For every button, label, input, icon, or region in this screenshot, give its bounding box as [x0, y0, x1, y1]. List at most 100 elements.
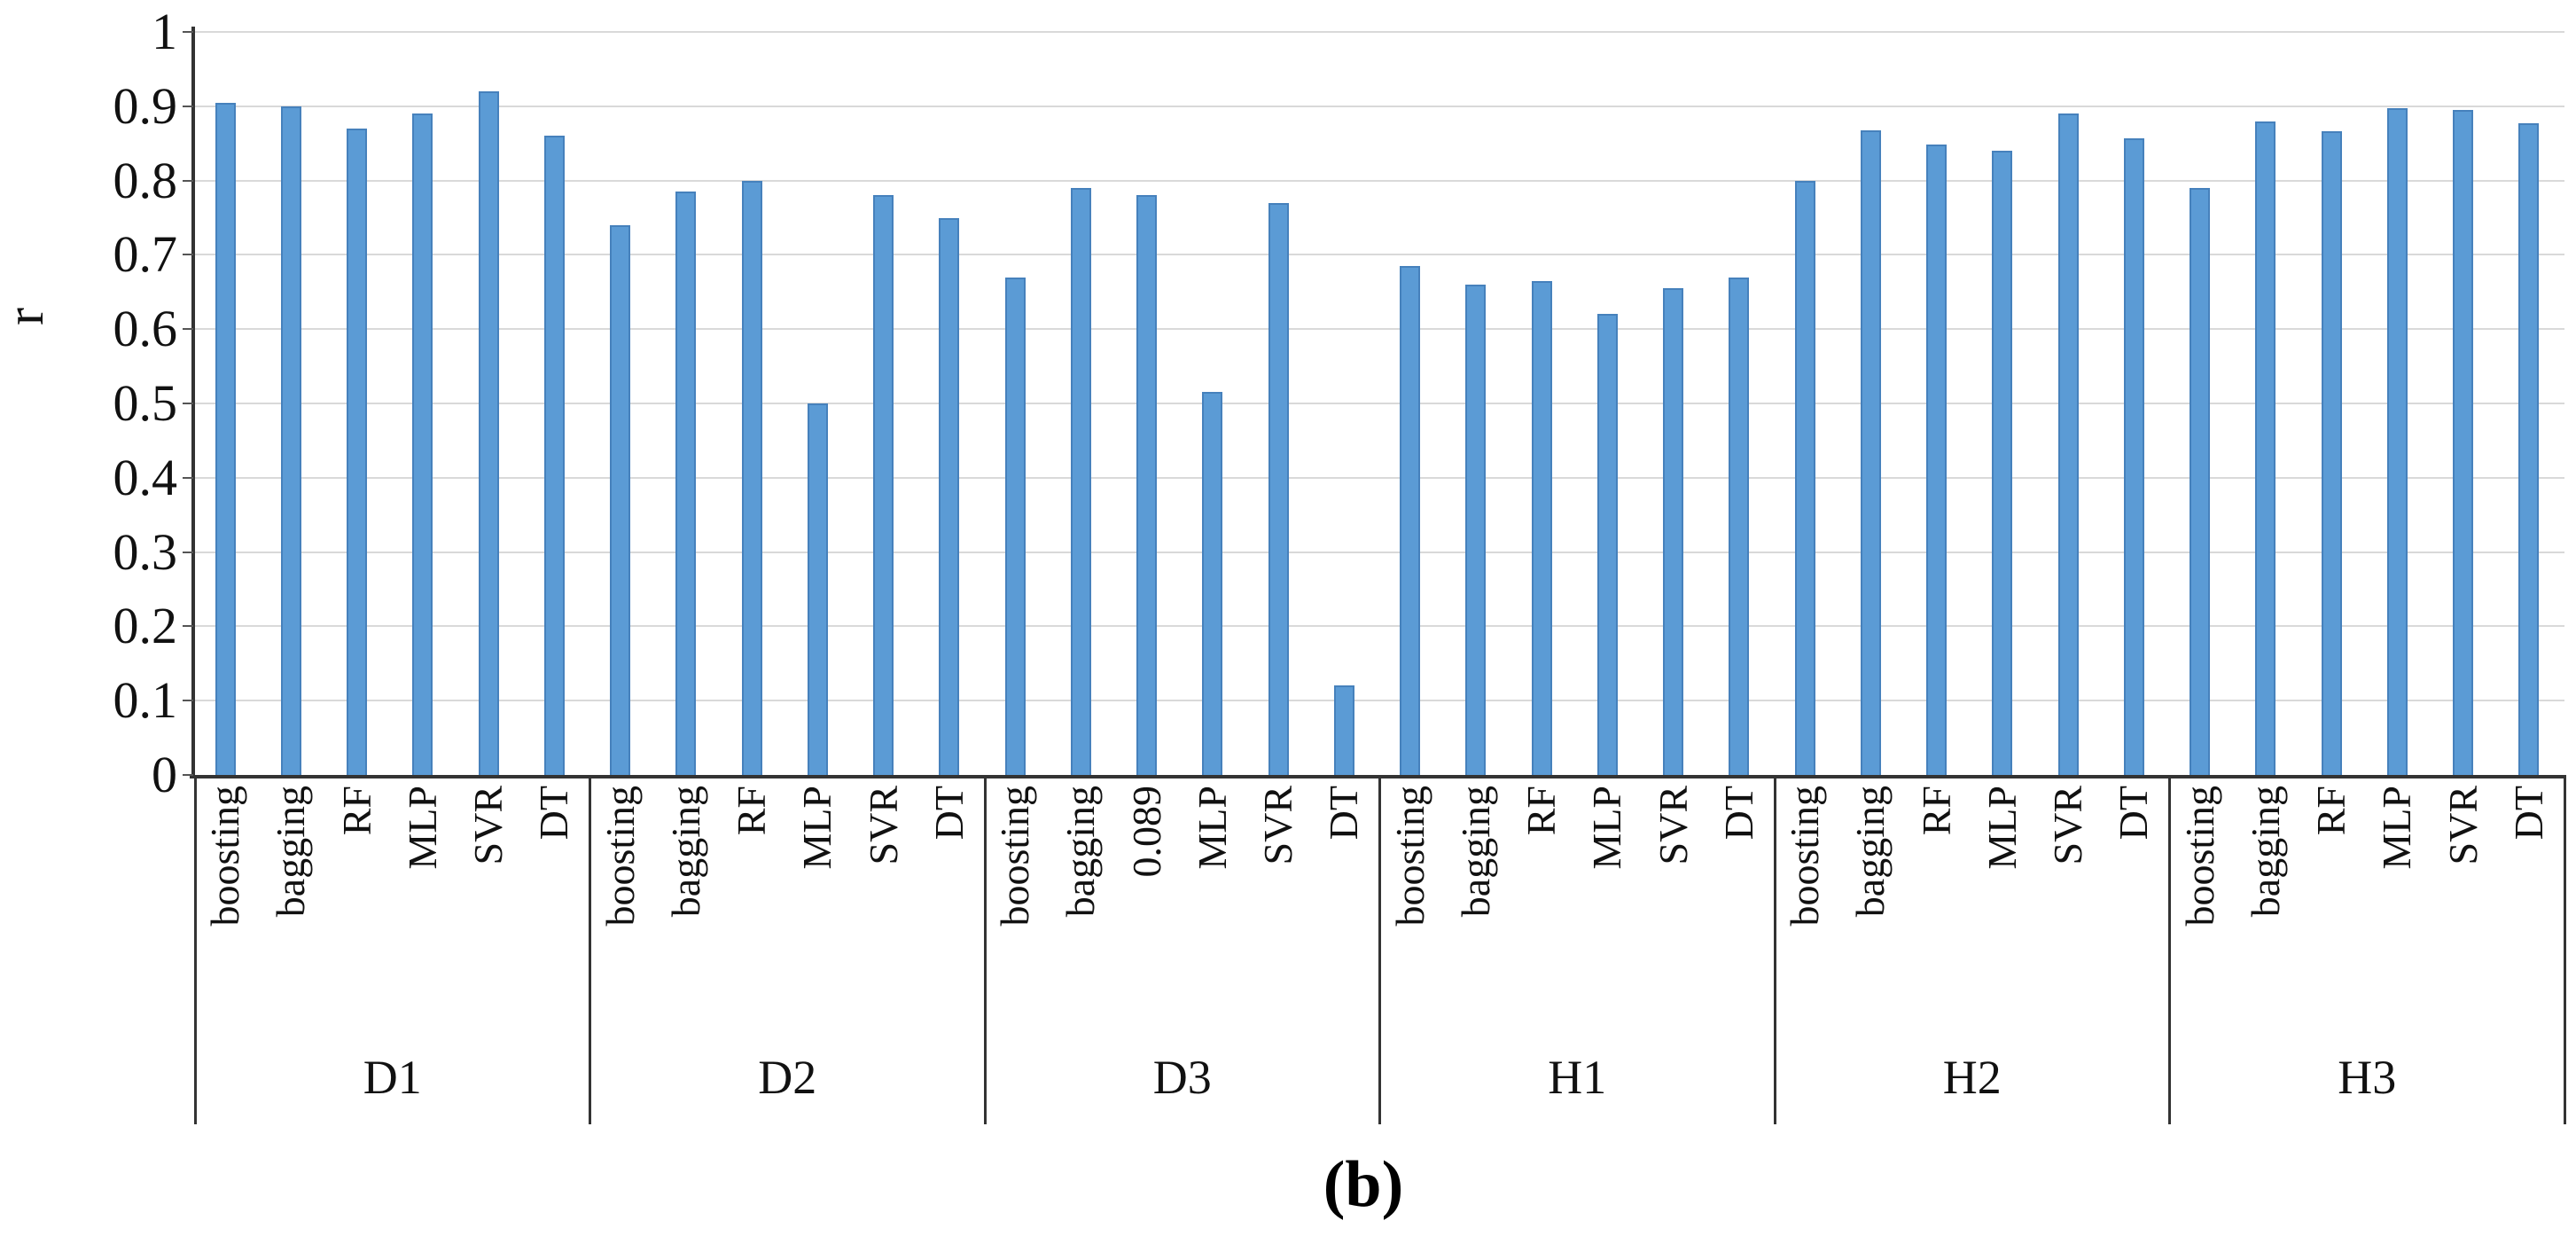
x-category-label: MLP — [794, 786, 840, 870]
x-axis-line — [190, 775, 2566, 778]
x-category-label: boosting — [1782, 786, 1828, 927]
gridline — [195, 625, 2564, 628]
gridline — [195, 476, 2564, 479]
bar-H1-bagging — [1465, 284, 1487, 775]
y-axis-tick — [183, 700, 193, 702]
bar-H3-RF — [2321, 131, 2342, 775]
y-tick-label: 0.8 — [113, 151, 178, 209]
x-category-label: bagging — [1058, 786, 1104, 918]
x-category-label: boosting — [2176, 786, 2222, 927]
x-category-label: DT — [1715, 786, 1761, 841]
bar-D2-bagging — [675, 192, 697, 775]
x-category-label: boosting — [202, 786, 248, 927]
bar-H1-boosting — [1400, 265, 1421, 775]
bar-D1-bagging — [280, 106, 301, 775]
bar-H1-MLP — [1596, 314, 1618, 775]
x-category-label: boosting — [597, 786, 643, 927]
y-tick-label: 0.6 — [113, 300, 178, 358]
x-category-label: MLP — [1189, 786, 1235, 870]
x-category-label: bagging — [1452, 786, 1498, 918]
x-category-label: SVR — [465, 786, 511, 865]
gridline — [195, 403, 2564, 404]
group-separator — [1378, 777, 1381, 1124]
gridline — [195, 700, 2564, 702]
group-separator — [1773, 777, 1776, 1124]
x-category-label: SVR — [1255, 786, 1301, 865]
x-category-label: SVR — [2439, 786, 2486, 865]
gridline — [195, 551, 2564, 553]
gridline — [195, 105, 2564, 107]
bar-D2-SVR — [873, 195, 894, 775]
plot-area — [195, 31, 2564, 775]
y-tick-label: 0.9 — [113, 76, 178, 135]
x-category-label: bagging — [268, 786, 314, 918]
x-category-label: MLP — [399, 786, 445, 870]
group-label-D3: D3 — [1152, 1051, 1212, 1104]
bar-D2-RF — [741, 180, 762, 775]
y-axis-tick — [183, 105, 193, 107]
x-category-label: SVR — [2045, 786, 2091, 865]
x-category-label: RF — [333, 786, 379, 836]
gridline — [195, 328, 2564, 331]
bar-D3-SVR — [1268, 202, 1289, 775]
y-tick-label: 0.1 — [113, 671, 178, 730]
x-category-label: MLP — [2374, 786, 2420, 870]
x-category-label: DT — [925, 786, 972, 841]
group-label-D2: D2 — [758, 1051, 817, 1104]
bar-D2-boosting — [610, 224, 631, 775]
x-category-label: MLP — [1979, 786, 2025, 870]
group-label-H3: H3 — [2338, 1051, 2397, 1104]
bar-H1-DT — [1729, 277, 1750, 775]
bar-D1-SVR — [478, 91, 499, 775]
x-category-label: SVR — [860, 786, 906, 865]
group-separator — [589, 777, 591, 1124]
gridline — [195, 31, 2564, 33]
gridline — [195, 254, 2564, 256]
gridline — [195, 179, 2564, 182]
x-category-label: DT — [531, 786, 577, 841]
x-category-label: RF — [1913, 786, 1959, 836]
group-separator — [2168, 777, 2171, 1124]
y-axis-tick — [183, 179, 193, 182]
bar-H3-SVR — [2453, 109, 2474, 775]
y-axis-tick — [183, 403, 193, 404]
y-tick-label: 1 — [152, 3, 177, 60]
x-category-label: boosting — [1386, 786, 1432, 927]
bar-H3-boosting — [2190, 187, 2211, 775]
bar-H2-boosting — [1794, 180, 1815, 775]
y-axis-tick — [183, 774, 193, 776]
x-category-label: RF — [1518, 786, 1565, 836]
x-category-label: DT — [2111, 786, 2157, 841]
bar-H3-DT — [2518, 123, 2540, 775]
bar-D1-boosting — [215, 102, 236, 775]
bar-D1-MLP — [412, 113, 433, 775]
y-tick-label: 0.7 — [113, 225, 178, 284]
bar-H2-SVR — [2057, 113, 2079, 775]
y-tick-label: 0.4 — [113, 448, 178, 506]
figure-caption: (b) — [1323, 1148, 1404, 1221]
y-tick-label: 0.5 — [113, 374, 178, 432]
bar-H3-bagging — [2255, 121, 2276, 775]
bar-D3-boosting — [1004, 277, 1026, 775]
bar-H1-SVR — [1663, 288, 1684, 775]
bar-D3-bagging — [1070, 187, 1091, 775]
x-category-label: 0.089 — [1123, 786, 1169, 878]
bar-D2-MLP — [807, 403, 828, 775]
y-tick-label: 0.2 — [113, 597, 178, 655]
bar-H2-bagging — [1860, 130, 1881, 775]
x-category-label: bagging — [2242, 786, 2288, 918]
x-category-label: bagging — [1847, 786, 1893, 918]
x-category-label: RF — [729, 786, 775, 836]
x-category-label: DT — [2505, 786, 2551, 841]
bar-H2-RF — [1926, 145, 1948, 775]
bar-D1-RF — [347, 128, 368, 775]
y-tick-label: 0.3 — [113, 522, 178, 581]
y-axis-tick — [183, 551, 193, 553]
group-separator — [193, 777, 197, 1124]
y-axis-line — [191, 27, 195, 778]
y-axis-tick — [183, 476, 193, 479]
x-category-label: RF — [2308, 786, 2354, 836]
bar-D1-DT — [543, 136, 565, 775]
group-label-H2: H2 — [1942, 1051, 2002, 1104]
